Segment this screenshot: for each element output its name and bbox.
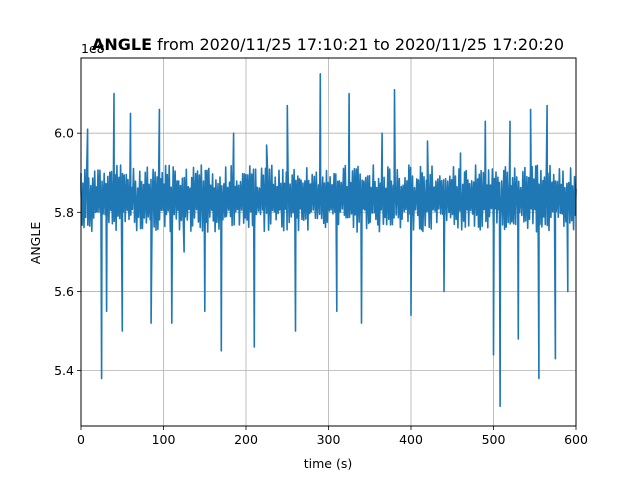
x-tick-label: 500: [482, 432, 506, 447]
x-tick-label: 0: [77, 432, 85, 447]
y-axis-ticks: 5.4 5.6 5.8 6.0: [54, 126, 81, 378]
y-tick-label: 6.0: [54, 126, 74, 141]
y-tick-label: 5.8: [54, 205, 74, 220]
y-axis-label: ANGLE: [28, 222, 43, 265]
y-offset-text: 1e8: [81, 41, 105, 56]
x-tick-label: 600: [564, 432, 588, 447]
x-tick-label: 200: [234, 432, 258, 447]
y-tick-label: 5.6: [54, 284, 74, 299]
series-layer: [80, 73, 577, 407]
x-axis-ticks: 0 100 200 300 400 500 600: [77, 426, 588, 447]
chart-title: ANGLE from 2020/11/25 17:10:21 to 2020/1…: [92, 35, 564, 54]
x-tick-label: 100: [152, 432, 176, 447]
y-tick-label: 5.4: [54, 363, 74, 378]
chart-title-rest: from 2020/11/25 17:10:21 to 2020/11/25 1…: [152, 35, 564, 54]
chart-title-bold: ANGLE: [92, 35, 152, 54]
x-tick-label: 300: [317, 432, 341, 447]
x-axis-label: time (s): [304, 456, 352, 471]
x-tick-label: 400: [399, 432, 423, 447]
series-line: [80, 73, 577, 407]
grid-lines: [80, 58, 577, 426]
